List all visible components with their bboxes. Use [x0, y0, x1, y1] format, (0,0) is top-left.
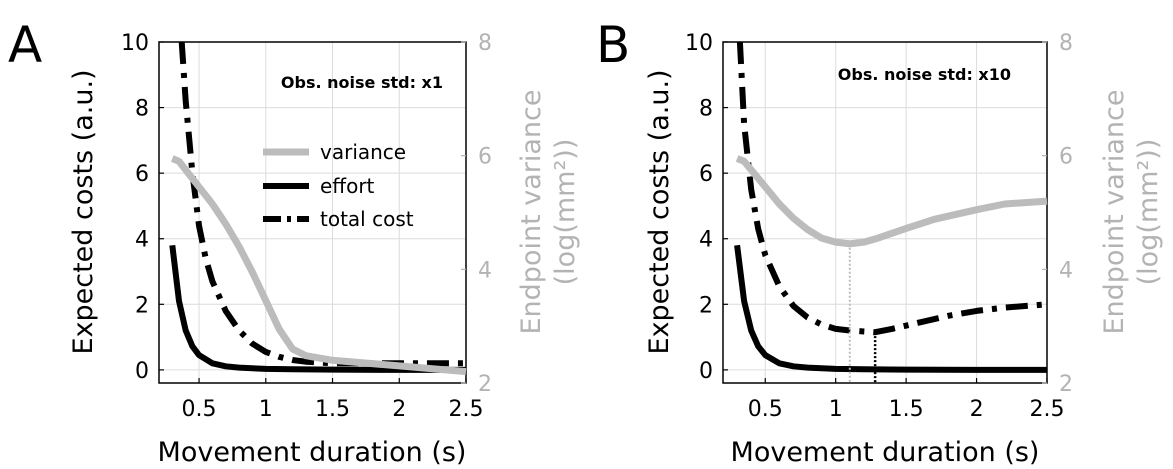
panel-b-ylabel: Expected costs (a.u.): [644, 69, 675, 354]
panel-b-ytick-label-3: 6: [699, 162, 713, 187]
panel-b-ytick-right-label-3: 8: [1059, 31, 1073, 56]
panel-b-ytick-label-5: 10: [685, 31, 713, 56]
panel-b-ytick-right-label-2: 6: [1059, 145, 1073, 170]
panel-a-ytick-label-2: 4: [135, 228, 149, 253]
panel-b-ylabel-right-line2: (log(mm²)): [1133, 139, 1164, 286]
panel-a-xtick-label-4: 2.5: [449, 397, 484, 422]
panel-b-ylabel-right-line1: Endpoint variance: [1099, 90, 1130, 335]
panel-a-ytick-label-3: 6: [135, 162, 149, 187]
panel-a-grid: [159, 41, 467, 383]
panel-b-ytick-right-label-0: 2: [1059, 372, 1073, 397]
panel-a-ylabel: Expected costs (a.u.): [68, 69, 99, 354]
panel-a-ylabel-right-line2: (log(mm²)): [550, 139, 581, 286]
panel-b-xtick-label-2: 1.5: [889, 397, 924, 422]
panel-a-series-effort-line: [169, 244, 466, 373]
panel-a-xtick-label-0: 0.5: [182, 397, 217, 422]
panel-a-ytick-label-4: 8: [135, 97, 149, 122]
panel-a-ytick-right-label-3: 8: [478, 31, 492, 56]
panel-a-xtick-label-3: 2: [392, 397, 406, 422]
panel-b-series-variance-line: [735, 155, 1048, 248]
panel-b-xlabel: Movement duration (s): [731, 437, 1040, 468]
panel-b-xtick-label-0: 0.5: [748, 397, 783, 422]
panel-b-letter: B: [596, 16, 630, 74]
panel-a-ytick-label-5: 10: [121, 31, 149, 56]
panel-b-ytick-label-2: 4: [699, 228, 713, 253]
panel-b-xtick-label-1: 1: [829, 397, 843, 422]
panel-a-ytick-label-0: 0: [135, 359, 149, 384]
panel-a-letter: A: [8, 16, 42, 74]
legend-effort-label: effort: [320, 174, 375, 198]
panel-b-xtick-label-3: 2: [970, 397, 984, 422]
legend-total-label: total cost: [320, 207, 414, 231]
panel-b-ytick-label-4: 8: [699, 97, 713, 122]
panel-a-ytick-label-1: 2: [135, 293, 149, 318]
panel-a-series: [169, 41, 467, 376]
panel-a-xtick-label-2: 1.5: [315, 397, 350, 422]
legend-variance-label: variance: [320, 140, 406, 164]
panel-a-ytick-right-label-1: 4: [478, 258, 492, 283]
panel-b-annotation: Obs. noise std: x10: [838, 65, 1011, 84]
panel-b-series: [734, 41, 1048, 383]
panel-b-axes-box: [722, 41, 1048, 384]
panel-a-xtick-label-1: 1: [259, 397, 273, 422]
panel-a-axes-box: [158, 41, 467, 384]
panel-a-series-variance-line: [170, 155, 467, 376]
panel-a-xlabel: Movement duration (s): [158, 437, 467, 468]
panel-a-annotation: Obs. noise std: x1: [281, 73, 443, 92]
panel-b-series-effort-line: [734, 244, 1047, 373]
panel-b-series-total-cost-line: [736, 41, 1048, 336]
panel-a-ytick-right-label-0: 2: [478, 372, 492, 397]
panel-b-ytick-label-0: 0: [699, 359, 713, 384]
panel-b-xtick-label-4: 2.5: [1030, 397, 1065, 422]
panel-b-ytick-label-1: 2: [699, 293, 713, 318]
panel-a-ylabel-right-line1: Endpoint variance: [516, 90, 547, 335]
panel-b-ytick-right-label-1: 4: [1059, 258, 1073, 283]
legend: variance effort total cost: [263, 140, 414, 231]
panel-a-ytick-right-label-2: 6: [478, 145, 492, 170]
